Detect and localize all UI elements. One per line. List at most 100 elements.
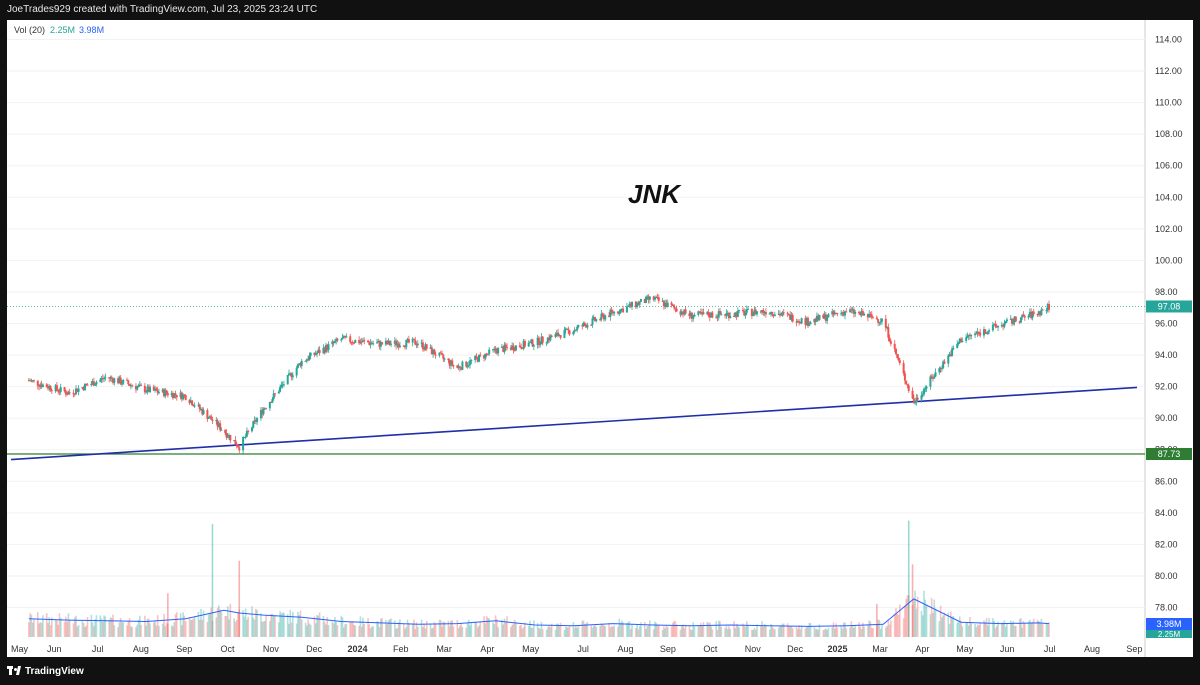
volume-bar	[145, 625, 147, 637]
candle	[823, 314, 826, 319]
volume-bar	[555, 623, 558, 637]
candle	[555, 332, 558, 335]
candle	[693, 314, 696, 317]
candle	[494, 348, 497, 351]
candle	[610, 309, 613, 312]
candle	[912, 398, 915, 404]
candle	[174, 393, 177, 396]
tradingview-logo[interactable]: TradingView	[7, 665, 84, 677]
volume-bar	[753, 627, 756, 637]
candle	[245, 430, 248, 437]
candle	[323, 347, 326, 353]
candle	[764, 312, 767, 315]
candle	[546, 337, 549, 343]
volume-bar	[680, 625, 683, 637]
volume-bar	[547, 627, 549, 637]
candle	[849, 309, 852, 313]
candle	[888, 337, 891, 342]
volume-bar	[621, 620, 623, 637]
candle	[905, 380, 908, 385]
candle	[414, 339, 417, 345]
volume-bar	[226, 606, 229, 637]
candle	[914, 402, 917, 404]
volume-bar	[859, 626, 862, 637]
candle	[54, 385, 57, 392]
candle	[842, 312, 845, 316]
volume-bar	[265, 615, 267, 637]
candle	[805, 318, 808, 325]
chart-area[interactable]: 114.00 112.00 110.00 108.00 106.00 104.00 102.…	[7, 20, 1193, 657]
volume-bar	[63, 621, 66, 637]
candle	[148, 386, 151, 392]
volume-bar	[182, 612, 184, 637]
candle	[832, 311, 835, 315]
candle	[305, 359, 308, 361]
candle	[229, 435, 232, 441]
candle	[786, 312, 789, 315]
candle	[120, 383, 123, 385]
volume-bar	[742, 623, 744, 637]
volume-bar	[943, 612, 946, 637]
candle	[629, 303, 632, 307]
volume-legend[interactable]: Vol (20) 2.25M 3.98M	[14, 25, 104, 35]
candle	[466, 365, 469, 367]
candle	[38, 385, 41, 387]
candle	[836, 313, 839, 315]
candle	[1041, 309, 1044, 311]
volume-bar	[394, 620, 396, 637]
chart-title: JNK	[628, 179, 682, 209]
volume-bar	[1032, 618, 1035, 637]
volume-bar	[814, 629, 817, 637]
volume-bar	[252, 617, 255, 637]
candle	[671, 304, 674, 306]
candle	[156, 390, 159, 393]
volume-bar	[73, 617, 76, 637]
candle	[157, 392, 160, 394]
volume-bar	[877, 619, 879, 637]
volume-bar	[684, 624, 687, 637]
volume-bar	[826, 630, 828, 637]
y-tick-label: 98.00	[1155, 287, 1178, 297]
price-chart[interactable]: 114.00 112.00 110.00 108.00 106.00 104.00 102.…	[7, 20, 1193, 657]
candle	[567, 328, 570, 331]
volume-bar	[637, 629, 640, 637]
candle	[762, 310, 765, 313]
candle	[128, 384, 131, 386]
volume-bar	[118, 622, 121, 637]
candle	[991, 324, 994, 331]
volume-bar	[850, 621, 853, 637]
volume-bar	[763, 623, 766, 637]
x-tick-label: Jul	[1044, 644, 1056, 654]
volume-bar	[916, 596, 919, 637]
candle	[541, 336, 544, 343]
y-tick-label: 86.00	[1155, 476, 1178, 486]
volume-bar	[576, 627, 578, 637]
candle	[692, 316, 695, 319]
volume-bar	[941, 617, 943, 637]
volume-bar	[599, 625, 601, 637]
candle	[30, 380, 33, 382]
candle	[1000, 324, 1003, 326]
volume-bar	[510, 626, 512, 637]
candle	[715, 316, 718, 318]
x-tick-label: Sep	[660, 644, 676, 654]
volume-bar	[191, 619, 193, 637]
candle	[1028, 311, 1031, 316]
volume-bar	[679, 629, 682, 637]
volume-bar	[322, 616, 325, 637]
volume-bar	[292, 611, 294, 637]
candle	[734, 312, 737, 317]
volume-bar	[771, 626, 774, 637]
volume-bar	[716, 629, 719, 637]
candle	[183, 394, 186, 396]
candle	[511, 345, 514, 350]
candle	[441, 353, 444, 355]
candle	[253, 420, 256, 422]
candle	[313, 352, 316, 355]
volume-bar	[770, 623, 772, 637]
volume-bar	[325, 624, 327, 637]
volume-bar	[765, 625, 767, 637]
volume-bar	[813, 627, 816, 637]
candle	[858, 311, 861, 313]
candle	[548, 337, 551, 341]
